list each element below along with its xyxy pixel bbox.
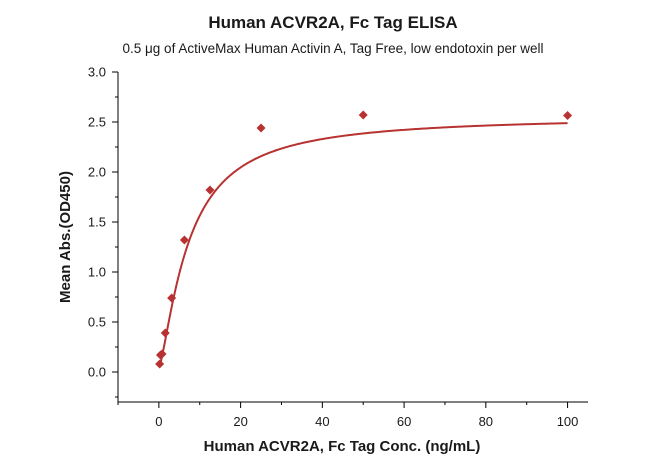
x-tick-label: 80 [479,414,493,429]
x-axis-label: Human ACVR2A, Fc Tag Conc. (ng/mL) [204,438,481,455]
data-point [563,111,573,120]
y-tick-label: 1.0 [88,265,106,280]
data-point [157,349,167,359]
data-point [256,123,266,133]
chart-subtitle: 0.5 μg of ActiveMax Human Activin A, Tag… [123,41,544,56]
fit-curve [158,122,568,368]
x-tick-label: 100 [557,414,579,429]
y-tick-label: 2.0 [88,165,106,180]
data-point [155,359,165,369]
y-ticks: 0.0 0.5 1.0 1.5 2.0 2.5 3.0 [88,65,118,398]
data-point [179,235,189,245]
y-tick-label: 0.5 [88,315,106,330]
data-point [160,328,170,338]
y-tick-label: 1.5 [88,215,106,230]
y-tick-label: 2.5 [88,115,106,130]
y-axis-label: Mean Abs.(OD450) [57,171,74,303]
y-tick-label: 0.0 [88,365,106,380]
y-tick-label: 3.0 [88,65,106,80]
x-tick-label: 0 [155,414,162,429]
x-tick-label: 20 [233,414,247,429]
axes [117,72,588,403]
data-point [205,185,215,195]
data-point [167,293,177,303]
data-points [155,110,573,369]
x-tick-label: 60 [397,414,411,429]
chart-title: Human ACVR2A, Fc Tag ELISA [208,13,457,32]
x-tick-label: 40 [315,414,329,429]
x-ticks: 0 20 40 60 80 100 [117,402,579,429]
data-point [358,110,368,120]
